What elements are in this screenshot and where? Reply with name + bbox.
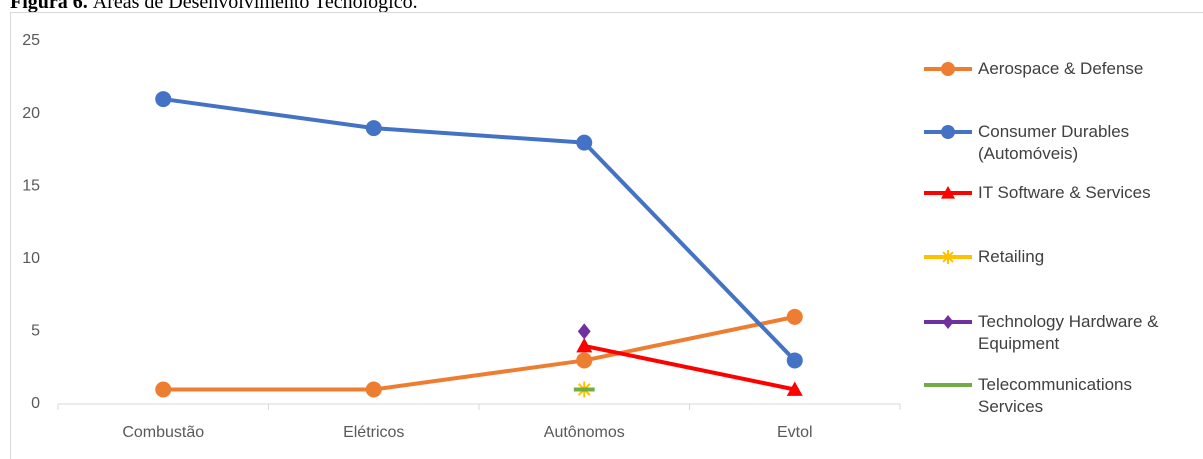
figure-label: Figura 6. [10,0,88,13]
series-line [162,97,797,362]
y-tick-label: 0 [31,395,40,412]
legend-icon [924,383,972,387]
marker [576,134,593,151]
legend-label: Consumer Durables (Automóveis) [978,122,1130,163]
x-tick-label: Evtol [777,424,813,441]
marker [786,352,803,369]
series-line [583,343,796,392]
legend-icon [924,315,972,329]
legend-entry: Consumer Durables (Automóveis) [922,121,1200,165]
marker [365,120,382,137]
y-tick-label: 5 [31,323,40,340]
x-tick-label: Combustão [122,424,204,441]
marker [365,381,382,398]
chart-title: Figura 6. Áreas de Desenvolvimento Tecno… [10,0,418,14]
chart-frame [10,12,1203,459]
legend-label: Telecommunications Services [978,375,1133,416]
legend-entry: Telecommunications Services [922,374,1200,418]
legend-icon [924,250,972,264]
marker [786,381,803,396]
legend-entry: Aerospace & Defense [922,58,1200,80]
legend-entry: IT Software & Services [922,182,1200,204]
legend-label: Retailing [978,247,1045,266]
y-tick-label: 15 [22,177,40,194]
title-text: Áreas de Desenvolvimento Tecnológico. [92,0,418,13]
marker [786,308,803,325]
y-tick-label: 20 [22,105,40,122]
y-tick-label: 10 [22,250,40,267]
legend-icon [924,125,972,139]
marker [576,352,593,369]
legend-icon [924,186,972,199]
marker [576,337,593,353]
marker [155,381,172,398]
legend-icon [924,62,972,76]
x-tick-label: Elétricos [343,424,404,441]
marker [941,62,955,76]
marker [577,323,591,340]
legend-label: Technology Hardware & Equipment [978,312,1159,353]
marker [941,125,955,139]
marker [941,186,955,199]
marker [941,250,955,264]
x-tick-label: Autônomos [544,424,625,441]
marker [942,315,954,329]
marker [155,91,172,108]
legend-label: Aerospace & Defense [978,59,1144,78]
legend-entry: Technology Hardware & Equipment [922,311,1200,355]
series-line [163,314,796,392]
legend-label: IT Software & Services [978,183,1151,202]
y-tick-label: 25 [22,32,40,49]
legend-entry: Retailing [922,246,1200,268]
